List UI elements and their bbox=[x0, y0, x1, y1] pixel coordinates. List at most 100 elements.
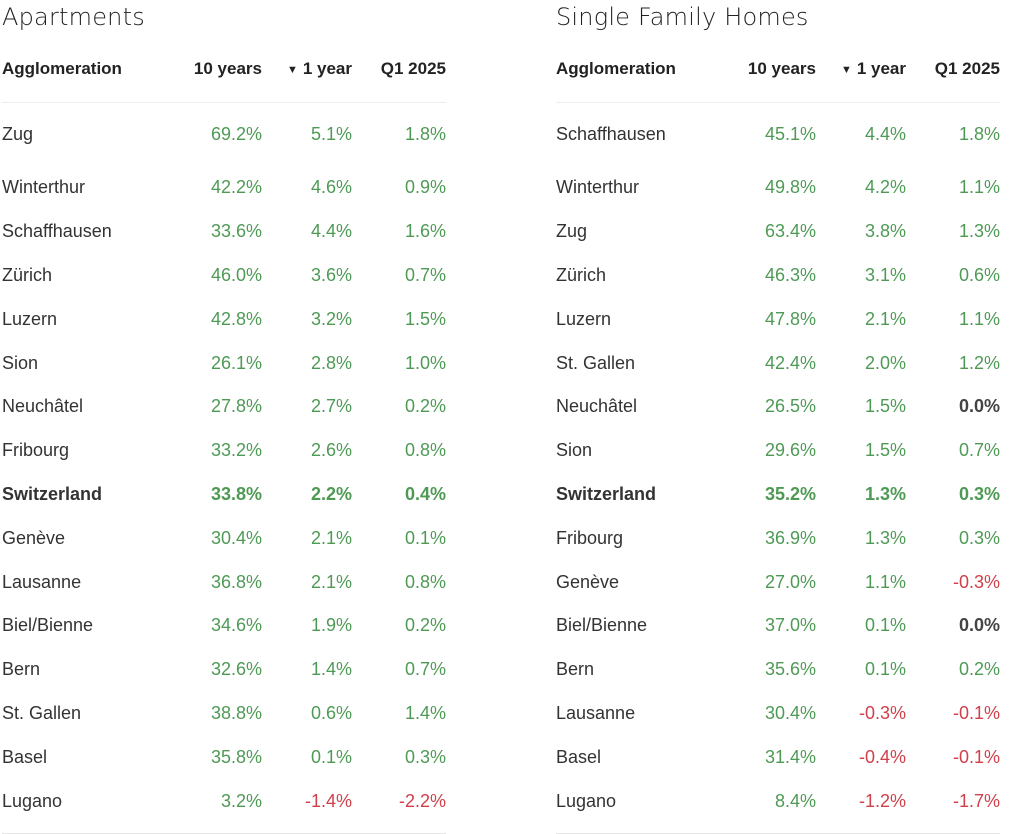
cell-agglomeration: Zürich bbox=[2, 264, 53, 285]
cell-agglomeration: Bern bbox=[2, 659, 41, 680]
table-row: Genève 30.4% 2.1% 0.1% bbox=[2, 516, 446, 560]
cell-10-years: 38.8% bbox=[210, 702, 262, 723]
cell-1-year: 1.3% bbox=[864, 483, 906, 504]
cell-agglomeration: Neuchâtel bbox=[2, 396, 84, 417]
cell-1-year: 4.4% bbox=[310, 221, 352, 242]
table-row: Biel/Bienne 37.0% 0.1% 0.0% bbox=[556, 604, 1000, 648]
cell-1-year: 0.1% bbox=[864, 615, 906, 636]
cell-agglomeration: Lugano bbox=[556, 790, 617, 811]
cell-1-year: 1.1% bbox=[864, 571, 906, 592]
cell-1-year: 3.6% bbox=[310, 264, 352, 285]
cell-q1-2025: -0.3% bbox=[952, 571, 1000, 592]
cell-1-year: 2.8% bbox=[310, 352, 352, 373]
cell-q1-2025: 0.9% bbox=[404, 177, 446, 198]
cell-agglomeration: Switzerland bbox=[2, 483, 103, 504]
cell-agglomeration: Fribourg bbox=[556, 527, 624, 548]
cell-1-year: 2.7% bbox=[310, 396, 352, 417]
column-header-10-years[interactable]: 10 years bbox=[726, 36, 816, 103]
column-header-10-years[interactable]: 10 years bbox=[172, 36, 262, 103]
cell-q1-2025: 1.3% bbox=[958, 221, 1000, 242]
cell-1-year: 5.1% bbox=[310, 124, 352, 144]
cell-q1-2025: 0.0% bbox=[958, 396, 1000, 417]
cell-1-year: 4.6% bbox=[310, 177, 352, 198]
table-row: Luzern 42.8% 3.2% 1.5% bbox=[2, 297, 446, 341]
table-row: Genève 27.0% 1.1% -0.3% bbox=[556, 560, 1000, 604]
cell-10-years: 29.6% bbox=[764, 440, 816, 461]
cell-10-years: 36.8% bbox=[210, 571, 262, 592]
cell-1-year: 3.1% bbox=[864, 264, 906, 285]
cell-10-years: 33.8% bbox=[210, 483, 262, 504]
cell-q1-2025: 1.0% bbox=[404, 352, 446, 373]
column-header-q1-2025[interactable]: Q1 2025 bbox=[352, 36, 446, 103]
cell-1-year: 4.2% bbox=[864, 177, 906, 198]
cell-10-years: 35.6% bbox=[764, 659, 816, 680]
cell-10-years: 30.4% bbox=[764, 702, 816, 723]
cell-10-years: 27.0% bbox=[764, 571, 816, 592]
cell-10-years: 3.2% bbox=[220, 790, 262, 811]
cell-q1-2025: 1.5% bbox=[404, 308, 446, 329]
cell-10-years: 26.5% bbox=[764, 396, 816, 417]
table-row: Lausanne 30.4% -0.3% -0.1% bbox=[556, 692, 1000, 736]
column-header-1-year-label: 1 year bbox=[856, 59, 906, 78]
cell-1-year: 0.6% bbox=[310, 702, 352, 723]
cell-q1-2025: 0.4% bbox=[404, 483, 446, 504]
single-family-homes-panel: Single Family Homes Agglomeration 10 yea… bbox=[556, 0, 1000, 834]
table-row: Winterthur 49.8% 4.2% 1.1% bbox=[556, 166, 1000, 210]
cell-agglomeration: Neuchâtel bbox=[556, 396, 638, 417]
cell-q1-2025: 1.6% bbox=[404, 221, 446, 242]
cell-1-year: 4.4% bbox=[864, 124, 906, 144]
cell-1-year: 2.1% bbox=[310, 571, 352, 592]
cell-10-years: 34.6% bbox=[210, 615, 262, 636]
table-row: Biel/Bienne 34.6% 1.9% 0.2% bbox=[2, 604, 446, 648]
table-row: Basel 31.4% -0.4% -0.1% bbox=[556, 735, 1000, 779]
table-row: Fribourg 36.9% 1.3% 0.3% bbox=[556, 516, 1000, 560]
table-body: Schaffhausen 45.1% 4.4% 1.8% Winterthur 49.8%… bbox=[556, 103, 1000, 823]
cell-q1-2025: 0.6% bbox=[958, 264, 1000, 285]
cell-agglomeration: Winterthur bbox=[556, 177, 640, 198]
cell-q1-2025: 1.2% bbox=[958, 352, 1000, 373]
cell-1-year: 1.5% bbox=[864, 396, 906, 417]
cell-10-years: 46.0% bbox=[210, 264, 262, 285]
column-header-q1-2025[interactable]: Q1 2025 bbox=[906, 36, 1000, 103]
cell-agglomeration: Zug bbox=[556, 221, 588, 242]
cell-10-years: 30.4% bbox=[210, 527, 262, 548]
table-row: Neuchâtel 26.5% 1.5% 0.0% bbox=[556, 385, 1000, 429]
cell-agglomeration: St. Gallen bbox=[2, 702, 82, 723]
cell-agglomeration: Sion bbox=[556, 440, 593, 461]
cell-10-years: 47.8% bbox=[764, 308, 816, 329]
cell-agglomeration: Lugano bbox=[2, 790, 63, 811]
cell-agglomeration: Zug bbox=[2, 124, 34, 144]
cell-10-years: 35.2% bbox=[764, 483, 816, 504]
cell-10-years: 27.8% bbox=[210, 396, 262, 417]
cell-agglomeration: Switzerland bbox=[556, 483, 657, 504]
cell-10-years: 37.0% bbox=[764, 615, 816, 636]
cell-agglomeration: Luzern bbox=[556, 308, 612, 329]
cell-1-year: 3.8% bbox=[864, 221, 906, 242]
table-row: Zug 69.2% 5.1% 1.8% bbox=[2, 103, 446, 167]
cell-agglomeration: Sion bbox=[2, 352, 39, 373]
cell-q1-2025: 1.8% bbox=[404, 124, 446, 144]
cell-agglomeration: St. Gallen bbox=[556, 352, 636, 373]
column-header-1-year[interactable]: ▼ 1 year bbox=[816, 36, 906, 103]
cell-1-year: 2.0% bbox=[864, 352, 906, 373]
cell-agglomeration: Schaffhausen bbox=[2, 221, 112, 242]
cell-q1-2025: 1.8% bbox=[958, 124, 1000, 144]
cell-q1-2025: 1.1% bbox=[958, 177, 1000, 198]
column-header-agglomeration[interactable]: Agglomeration bbox=[556, 36, 726, 103]
cell-agglomeration: Genève bbox=[556, 571, 620, 592]
cell-q1-2025: 0.3% bbox=[404, 746, 446, 767]
column-header-1-year[interactable]: ▼ 1 year bbox=[262, 36, 352, 103]
column-header-agglomeration[interactable]: Agglomeration bbox=[2, 36, 172, 103]
table-row: Zürich 46.0% 3.6% 0.7% bbox=[2, 254, 446, 298]
cell-10-years: 32.6% bbox=[210, 659, 262, 680]
column-header-1-year-label: 1 year bbox=[302, 59, 352, 78]
cell-q1-2025: -0.1% bbox=[952, 702, 1000, 723]
cell-1-year: 0.1% bbox=[864, 659, 906, 680]
table-row: Fribourg 33.2% 2.6% 0.8% bbox=[2, 429, 446, 473]
cell-agglomeration: Lausanne bbox=[556, 702, 636, 723]
panel-title: Single Family Homes bbox=[556, 3, 809, 31]
table-row: Lugano 3.2% -1.4% -2.2% bbox=[2, 779, 446, 823]
cell-q1-2025: -2.2% bbox=[398, 790, 446, 811]
cell-q1-2025: 0.2% bbox=[958, 659, 1000, 680]
cell-q1-2025: 0.2% bbox=[404, 615, 446, 636]
